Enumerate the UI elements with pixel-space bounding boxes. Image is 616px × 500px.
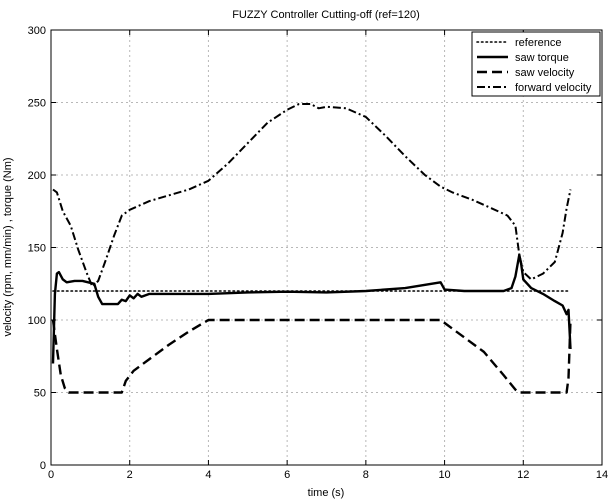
series-lines (51, 103, 572, 394)
x-tick-label: 10 (438, 469, 450, 481)
y-tick-label: 50 (34, 388, 46, 400)
x-tick-label: 12 (517, 469, 529, 481)
y-axis-label: velocity (rpm, mm/min) , torque (Nm) (2, 157, 14, 336)
y-tick-label: 200 (28, 170, 46, 182)
y-tick-label: 0 (40, 460, 46, 472)
x-tick-label: 8 (363, 469, 369, 481)
x-tick-label: 14 (596, 469, 608, 481)
x-tick-label: 0 (48, 469, 54, 481)
y-tick-label: 150 (28, 243, 46, 255)
plot-border (50, 29, 603, 466)
series-line-saw-velocity (51, 318, 572, 394)
axis-ticks: 0 2 4 6 8 10 12 14 0 50 100 150 200 250 300 (28, 25, 608, 481)
chart-title: FUZZY Controller Cutting-off (ref=120) (232, 9, 420, 21)
y-tick-label: 300 (28, 25, 46, 37)
x-axis-label: time (s) (308, 487, 345, 499)
legend-label-saw-velocity: saw velocity (515, 67, 575, 79)
y-tick-label: 250 (28, 98, 46, 110)
legend-box (471, 31, 601, 97)
legend-label-saw-torque: saw torque (515, 52, 569, 64)
x-tick-label: 4 (205, 469, 211, 481)
legend-label-reference: reference (515, 37, 561, 49)
series-line-forward-velocity (52, 103, 572, 288)
legend-label-forward-velocity: forward velocity (515, 82, 592, 94)
legend: reference saw torque saw velocity forward v… (471, 31, 601, 97)
series-line-saw-torque (51, 253, 572, 364)
x-tick-label: 2 (127, 469, 133, 481)
y-tick-label: 100 (28, 315, 46, 327)
x-tick-label: 6 (284, 469, 290, 481)
